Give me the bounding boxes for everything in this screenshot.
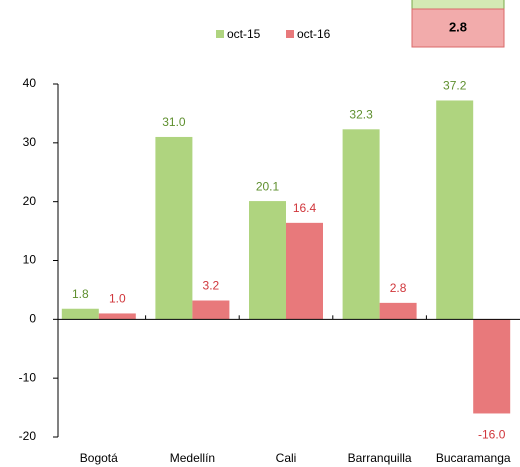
- y-tick-label: 30: [23, 135, 37, 149]
- value-label: 37.2: [443, 79, 467, 93]
- value-label: 32.3: [349, 107, 373, 121]
- x-tick-label: Barranquilla: [348, 451, 412, 465]
- y-tick-label: 20: [23, 194, 37, 208]
- x-tick-label: Bogotá: [80, 451, 118, 465]
- legend-label: oct-16: [297, 27, 331, 41]
- bar: [286, 222, 323, 320]
- y-tick-label: -10: [19, 370, 37, 384]
- x-tick-label: Cali: [276, 451, 297, 465]
- value-label: 31.0: [162, 115, 186, 129]
- y-tick-label: -20: [19, 429, 37, 443]
- legend-swatch: [286, 30, 294, 38]
- value-label: 20.1: [256, 179, 280, 193]
- y-tick-label: 0: [29, 312, 36, 326]
- annotation: 2.8: [449, 19, 467, 34]
- annotation-box: [411, 8, 505, 48]
- value-label: -16.0: [478, 428, 506, 442]
- value-label: 1.0: [109, 292, 126, 306]
- value-label: 3.2: [203, 279, 220, 293]
- bar: [249, 201, 286, 320]
- bar: [473, 319, 511, 414]
- value-label: 2.8: [390, 281, 407, 295]
- y-tick-label: 40: [23, 76, 37, 90]
- bar: [379, 302, 417, 320]
- bar: [192, 300, 230, 320]
- bar: [155, 136, 193, 320]
- y-tick-label: 10: [23, 253, 37, 267]
- value-label: 1.8: [72, 287, 89, 301]
- bar: [436, 100, 474, 320]
- annotation-box-top: [411, 0, 505, 10]
- x-tick-label: Bucaramanga: [436, 451, 511, 465]
- x-tick-label: Medellín: [170, 451, 215, 465]
- value-label: 16.4: [293, 201, 317, 215]
- bar: [98, 313, 136, 320]
- legend-label: oct-15: [227, 27, 261, 41]
- bar: [342, 129, 380, 320]
- bar: [61, 308, 99, 320]
- legend-swatch: [216, 30, 224, 38]
